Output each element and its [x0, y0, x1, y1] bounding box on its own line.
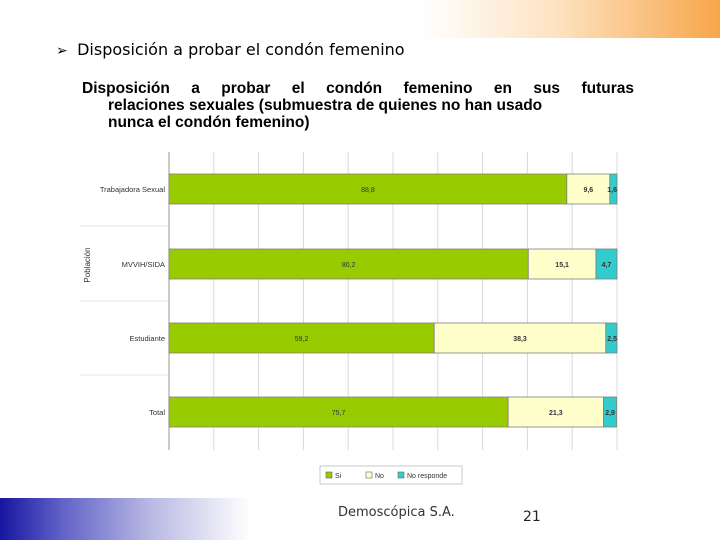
bar-segment: [595, 248, 618, 280]
chart-title-line-1: Disposición a probar el condón femenino en sus f…: [82, 80, 634, 97]
data-label: 9,6: [583, 187, 593, 194]
bar-segment: [605, 322, 618, 354]
bar-segment: [168, 248, 529, 280]
chart-title-word: femenino: [403, 80, 473, 97]
chart-title-word: condón: [326, 80, 383, 97]
legend-swatch: [397, 471, 405, 479]
data-label: 59,2: [295, 336, 309, 343]
chart-title-word: en: [493, 80, 512, 97]
footer-company: Demoscópica S.A.: [338, 505, 455, 520]
page-number: 21: [523, 509, 541, 525]
legend-box: [319, 465, 463, 485]
bar-segment: [168, 173, 568, 205]
slide-heading-text: Disposición a probar el condón femenino: [77, 40, 405, 59]
data-label: 80,2: [342, 262, 356, 269]
chart-title-line-2: relaciones sexuales (submuestra de quien…: [108, 97, 543, 114]
y-axis-title: Población: [83, 247, 92, 282]
legend-swatch: [325, 471, 333, 479]
data-label: 21,3: [549, 410, 563, 417]
category-label: Total: [149, 408, 165, 417]
data-label: 2,9: [605, 410, 615, 417]
bar-segment: [603, 396, 617, 428]
data-label: 88,8: [361, 187, 375, 194]
data-label: 15,1: [555, 262, 569, 269]
data-label: 1,6: [607, 187, 617, 194]
chart-legend: Si No No responde: [319, 465, 463, 485]
legend-label: No: [375, 473, 384, 480]
bar-segment: [433, 322, 607, 354]
category-label: MVVIH/SIDA: [122, 260, 165, 269]
bar-segment: [507, 396, 604, 428]
legend-label: Si: [335, 473, 342, 480]
bar-segment: [168, 396, 509, 428]
arrow-bullet-icon: ➢: [56, 43, 68, 59]
bar-segment: [168, 322, 435, 354]
bar-segment: [566, 173, 611, 205]
chart-title-word: probar: [221, 80, 271, 97]
data-label: 38,3: [513, 336, 527, 343]
legend-swatch: [365, 471, 373, 479]
data-label: 75,7: [332, 410, 346, 417]
bottom-accent-gradient: [0, 498, 250, 540]
category-label: Trabajadora Sexual: [100, 185, 166, 194]
chart-title-word: Disposición: [82, 80, 170, 97]
chart-title-word: futuras: [581, 80, 634, 97]
chart-title-word: sus: [533, 80, 561, 97]
bar-segment: [609, 173, 618, 205]
chart-title-word: a: [191, 80, 200, 97]
slide-heading: ➢ Disposición a probar el condón femenin…: [56, 40, 405, 59]
chart-title-line-3: nunca el condón femenino): [108, 114, 310, 131]
data-label: 2,5: [607, 336, 617, 343]
bar-segment: [527, 248, 597, 280]
chart-title: Disposición a probar el condón femenino en sus f…: [82, 80, 634, 131]
chart-title-word: el: [291, 80, 305, 97]
data-label: 4,7: [602, 262, 612, 269]
category-label: Estudiante: [130, 334, 165, 343]
legend-label: No responde: [407, 473, 447, 480]
top-accent-gradient: [420, 0, 720, 38]
